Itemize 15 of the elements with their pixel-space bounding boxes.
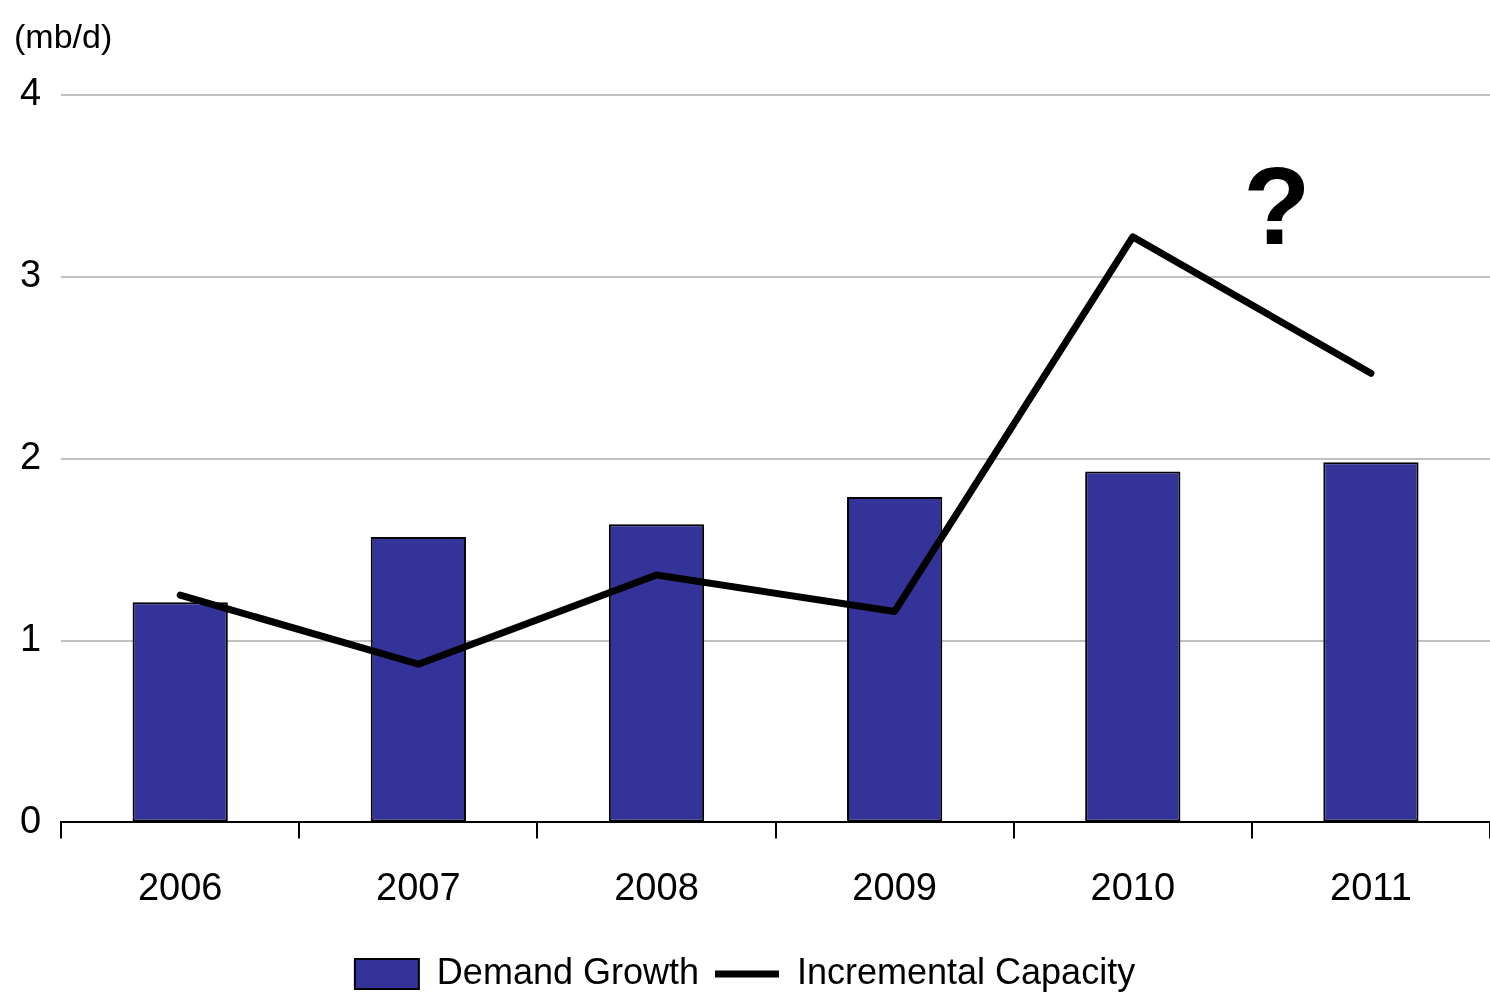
x-tick-label: 2010 (1090, 865, 1176, 908)
legend-label: Demand Growth (436, 950, 699, 992)
y-tick-label: 1 (19, 617, 42, 660)
x-tick-label: 2009 (852, 865, 937, 908)
y-tick-label: 3 (19, 253, 42, 296)
x-tick-label: 2007 (376, 865, 461, 908)
y-tick-label: 4 (19, 71, 42, 114)
x-tick-label: 2008 (614, 865, 699, 908)
annotation: ? (1243, 143, 1311, 267)
y-tick-label: 0 (19, 798, 42, 841)
x-tick-label: 2011 (1330, 865, 1412, 908)
y-axis-title: (mb/d) (14, 17, 113, 55)
x-tick-label: 2006 (137, 865, 223, 908)
y-tick-label: 2 (19, 435, 42, 478)
legend-label: Incremental Capacity (796, 950, 1136, 992)
